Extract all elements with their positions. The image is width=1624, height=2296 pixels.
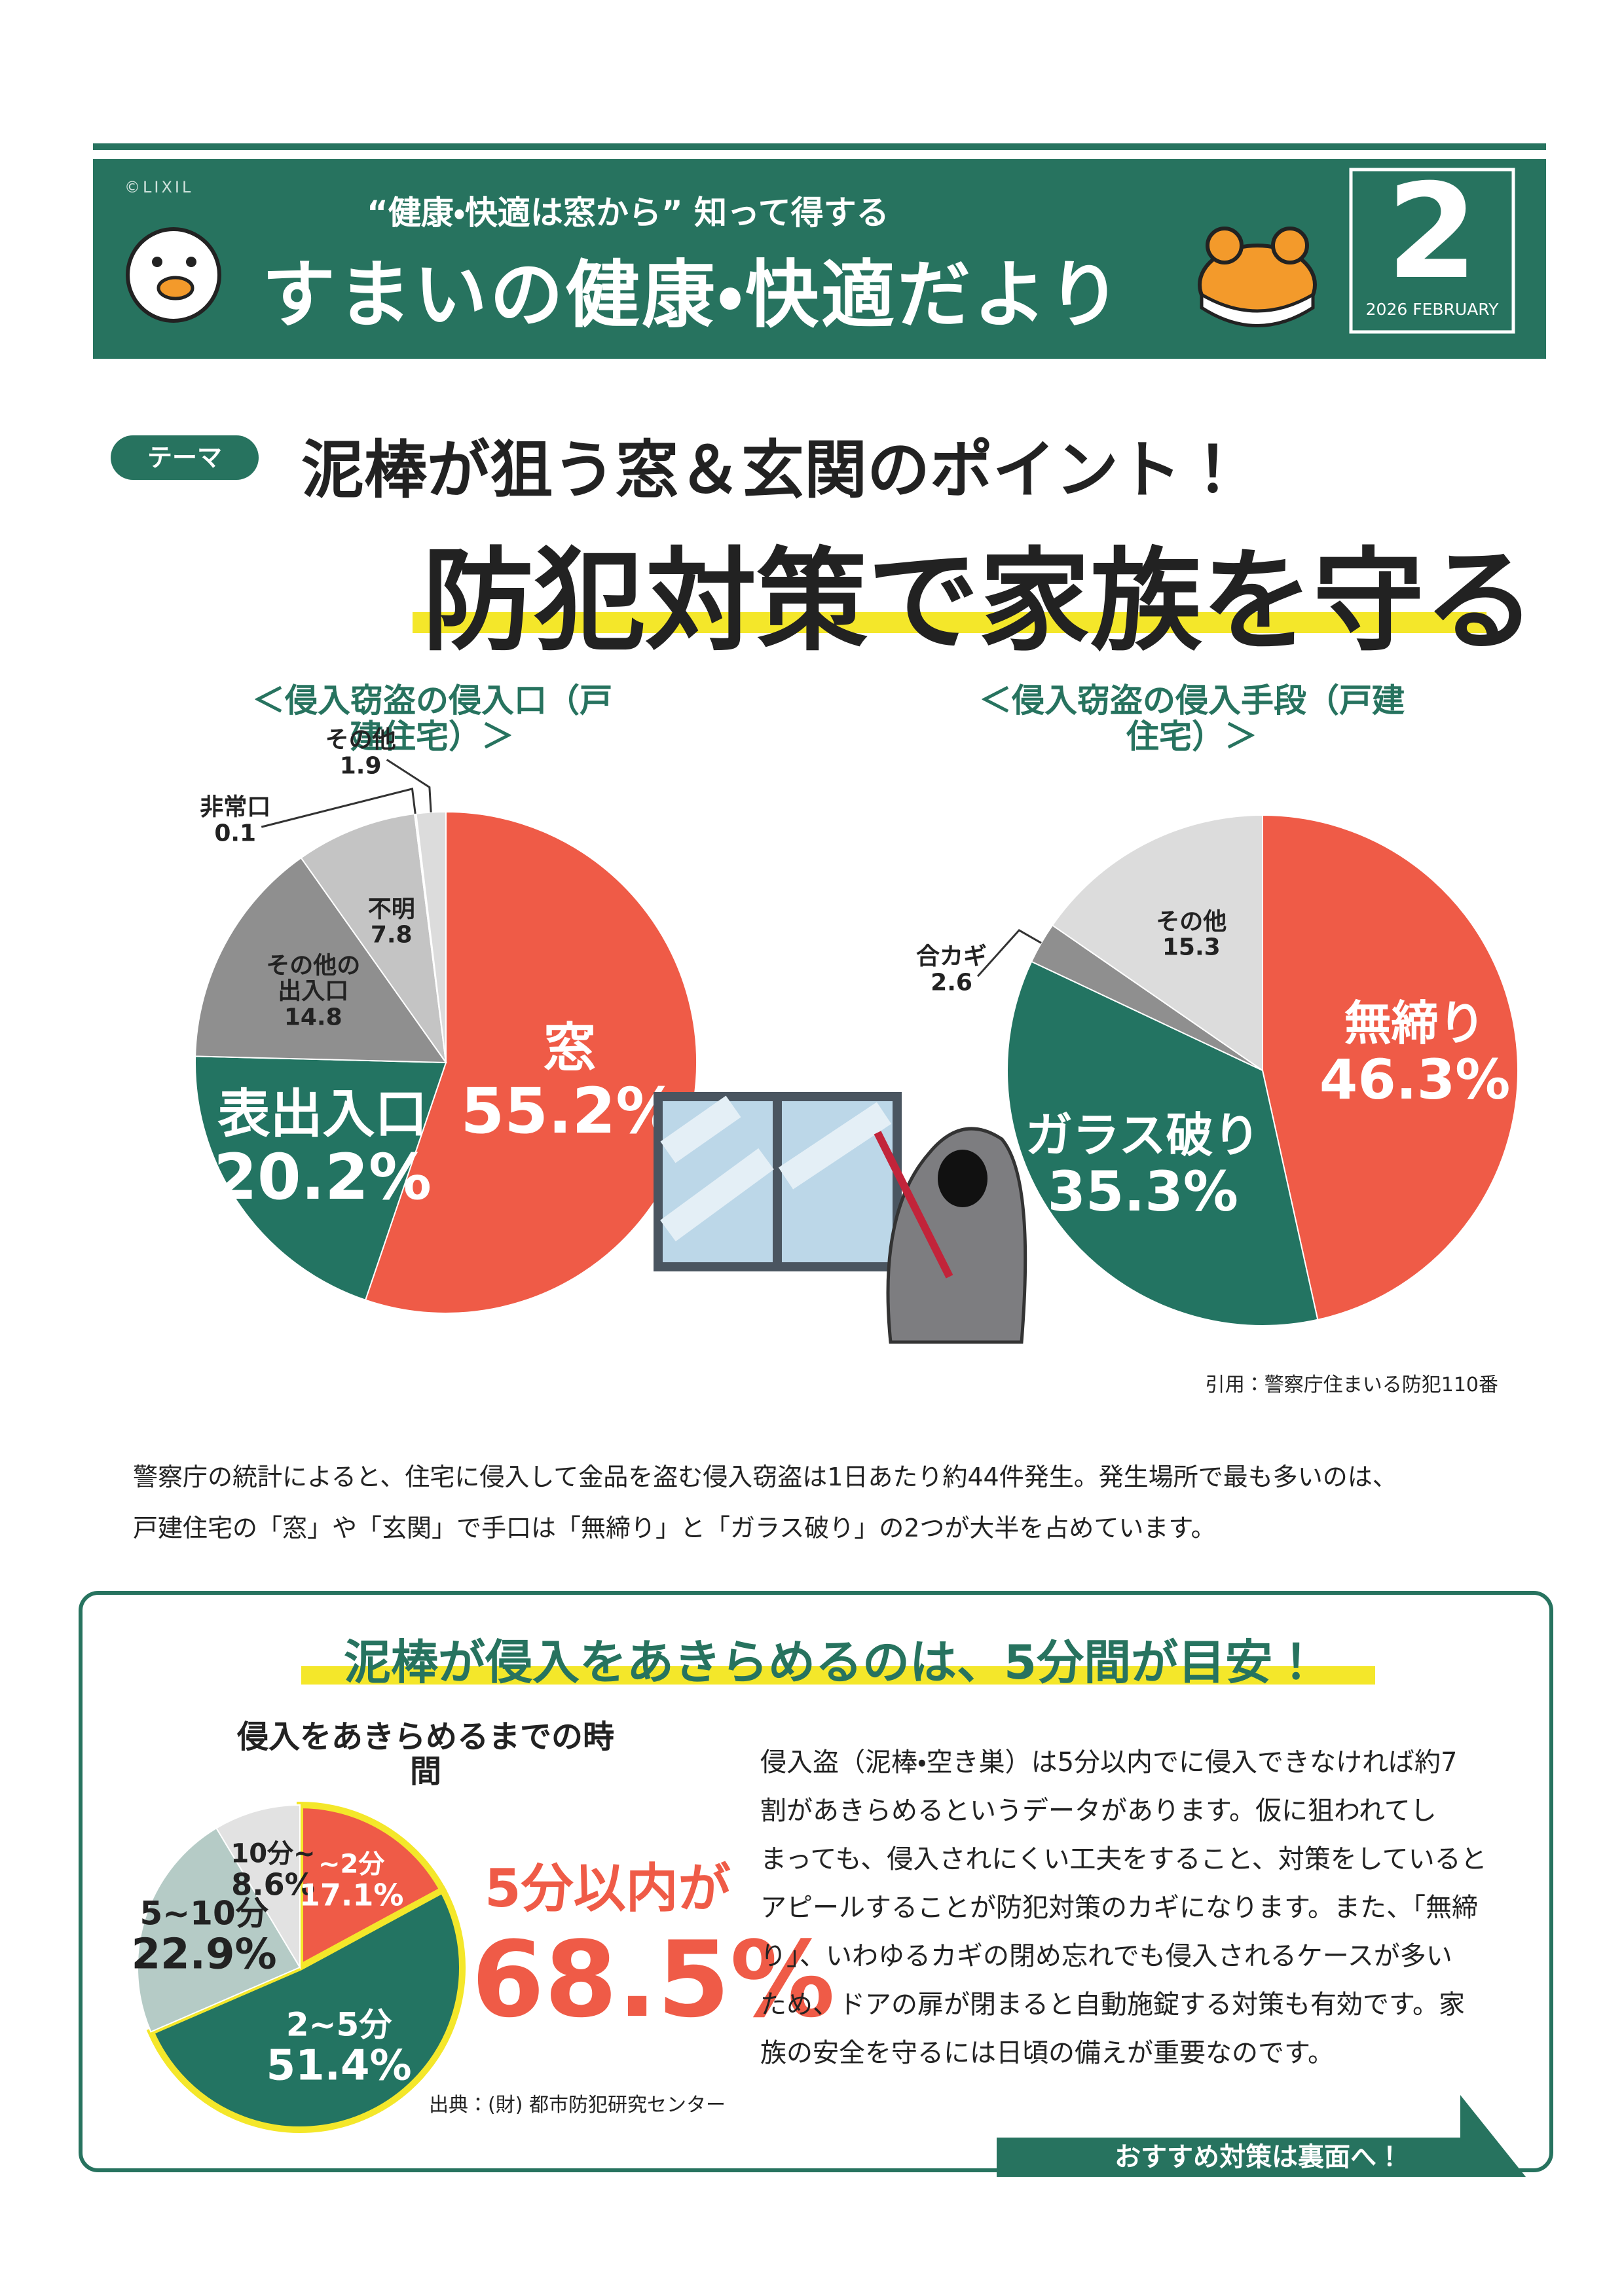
category-label: 10分~ — [231, 1838, 316, 1869]
text-line: 族の安全を守るには日頃の備えが重要なのです。 — [760, 2038, 1334, 2068]
pie-slice — [215, 1804, 301, 1970]
leader-line — [976, 928, 1042, 977]
chart-3: 侵入をあきらめるまでの時間 10分~ 8.6% 5~10分 22.9% 2~5分 51.4%… — [131, 1719, 614, 2133]
category-label: 窓 — [543, 1017, 596, 1079]
box-heading-underline — [301, 1666, 1375, 1685]
value-label: 2.6 — [931, 969, 972, 996]
pie-slice — [415, 811, 447, 1063]
slice-label: その他の 出入口 14.8 — [266, 953, 360, 1030]
theme-underline — [413, 612, 1486, 633]
pie-slice — [297, 1801, 447, 1973]
value-label: 7.8 — [370, 921, 413, 949]
month: 2 — [1386, 156, 1478, 308]
value-label: 15.3 — [1162, 934, 1221, 961]
slice-label: 2~5分 51.4% — [266, 2005, 412, 2090]
pie-slice — [1262, 814, 1519, 1321]
text-line: アピールすることが防犯対策のカギになります。また、「無締 — [760, 1893, 1478, 1923]
pie — [137, 1801, 466, 2133]
pie-slice — [137, 1827, 301, 2033]
pie-slice — [300, 812, 447, 1063]
value-label: 35.3% — [1047, 1159, 1238, 1224]
value-label: 8.6% — [231, 1867, 315, 1903]
pie-slice — [146, 1886, 466, 2133]
button[interactable]: おすすめ対策は裏面へ！ — [1115, 2142, 1403, 2172]
slice-label: 5~10分 22.9% — [131, 1894, 277, 1979]
pie-slice — [1006, 960, 1319, 1326]
category-label: ~2分 — [318, 1849, 385, 1880]
value-label: 0.1 — [214, 820, 257, 847]
category-label: その他 — [1156, 908, 1227, 936]
theme-tag: テーマ — [111, 435, 259, 480]
slice-label: ~2分 17.1% — [299, 1850, 404, 1912]
text-line: 割があきらめるというデータがあります。仮に狙われてし — [760, 1796, 1437, 1826]
category-label: 不明 — [367, 896, 415, 923]
body-line: 警察庁の統計によると、住宅に侵入して金品を盗む侵入窃盗は1日あたり約44件発生。… — [133, 1463, 1397, 1491]
value-label: 46.3% — [1319, 1047, 1511, 1112]
box — [79, 1591, 1553, 2172]
category-label: 無締り — [1344, 995, 1486, 1051]
tagline: “健康・快適は窓から” 知って得する — [367, 194, 889, 232]
value-label: 20.2% — [213, 1140, 432, 1214]
category-label: ガラス破り — [1025, 1108, 1261, 1163]
leader-line — [261, 787, 416, 828]
pie-slice — [1051, 814, 1263, 1072]
chart-1: ＜侵入窃盗の侵入口（戸建住宅）＞ その他 1.9 非常口 0.1 不明 7.8 その他の 出入… — [0, 0, 812, 1408]
value-label: 51.4% — [266, 2041, 412, 2090]
box-heading: 泥棒が侵入をあきらめるのは、5分間が目安！ — [344, 1635, 1320, 1690]
category-label: 表出入口 — [217, 1083, 428, 1144]
slice-label: ガラス破り 35.3% — [1025, 1110, 1261, 1222]
value-label: 1.9 — [339, 752, 382, 780]
slice-label: 表出入口 20.2% — [213, 1085, 432, 1212]
pie-slice — [194, 856, 447, 1064]
chart-title: ＜侵入窃盗の侵入手段（戸建住宅）＞ — [979, 682, 1405, 756]
category-label: その他 — [325, 726, 396, 754]
chart-2: ＜侵入窃盗の侵入手段（戸建住宅）＞ その他 15.3 合カギ 2.6 ガラス破り 35.3%… — [812, 0, 1624, 1408]
box-text: 侵入盗（泥棒・空き巣）は5分以内でに侵入できなければ約7 割があきらめるというデー… — [760, 1738, 1487, 2077]
text-line: 侵入盗（泥棒・空き巣）は5分以内でに侵入できなければ約7 — [760, 1747, 1458, 1777]
slice-label: その他 15.3 — [1156, 909, 1227, 960]
slice-label: 10分~ 8.6% — [231, 1840, 315, 1902]
body-line: 戸建住宅の「窓」や「玄関」で手口は「無締り」と「ガラス破り」の2つが大半を占めて… — [133, 1514, 1216, 1542]
text-line: まっても、侵入されにくい工夫をすること、対策をしていると — [760, 1844, 1487, 1874]
pie — [194, 759, 697, 1314]
header-title: すまいの健康・快適だより — [262, 253, 1124, 338]
chart-title: 侵入をあきらめるまでの時間 — [236, 1719, 614, 1790]
slice-label: 非常口 0.1 — [200, 793, 271, 847]
highlight-label: 5分以内が — [485, 1858, 731, 1919]
highlight-value: 68.5% — [471, 1918, 836, 2041]
citation: 引用：警察庁住まいる防犯110番 — [1205, 1374, 1498, 1396]
copyright: ©LIXIL — [124, 178, 194, 196]
slice-label: 無締り 46.3% — [1319, 995, 1511, 1112]
text-line: ため、ドアの扉が閉まると自動施錠する対策も有効です。家 — [760, 1990, 1465, 2020]
value-label: 17.1% — [299, 1877, 404, 1913]
source: 出典：(財) 都市防犯研究センター — [429, 2094, 726, 2117]
theme-subtitle: 泥棒が狙う窓＆玄関のポイント！ — [301, 433, 1244, 507]
date: 2026 FEBRUARY — [1365, 300, 1499, 319]
category-label: 合カギ — [916, 943, 987, 970]
pie — [976, 814, 1519, 1326]
theme-title: 防犯対策で家族を守る — [422, 537, 1536, 666]
value-label: 55.2% — [460, 1074, 679, 1148]
slice-label: 合カギ 2.6 — [916, 944, 987, 996]
value-label: 22.9% — [131, 1930, 277, 1979]
chart-title: ＜侵入窃盗の侵入口（戸建住宅）＞ — [252, 682, 612, 756]
leader-line — [386, 759, 432, 812]
pie-slice — [194, 1055, 447, 1302]
slice-label: 不明 7.8 — [368, 896, 415, 948]
slice-label: その他 1.9 — [325, 727, 396, 779]
category-label: 非常口 — [200, 793, 271, 821]
text-line: り」、いわゆるカギの閉め忘れでも侵入されるケースが多い — [760, 1941, 1452, 1971]
category-label: その他の 出入口 — [266, 952, 361, 1006]
slice-label: 窓 55.2% — [460, 1019, 678, 1146]
value-label: 14.8 — [284, 1004, 342, 1031]
category-label: 5~10分 — [139, 1894, 268, 1933]
category-label: 2~5分 — [286, 2005, 392, 2043]
